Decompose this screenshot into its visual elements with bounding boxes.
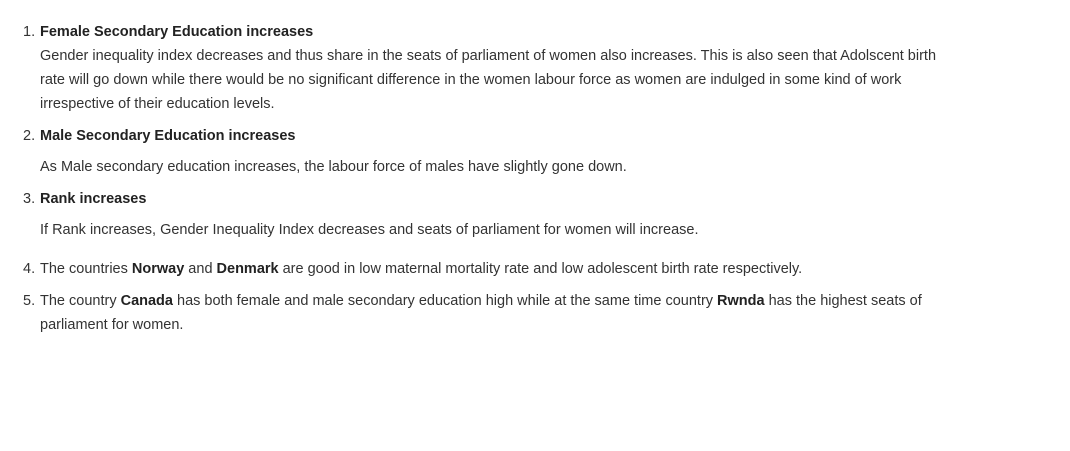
list-number: 5. [23, 293, 36, 309]
item-body: Gender inequality index decreases and th… [40, 48, 937, 112]
body-text: The country [40, 293, 121, 309]
list-number: 4. [23, 261, 36, 277]
item-heading: Male Secondary Education increases [40, 128, 296, 144]
body-text: has both female and male secondary educa… [172, 293, 718, 309]
item-body: If Rank increases, Gender Inequality Ind… [40, 222, 699, 238]
list-item: 3. Rank increases If Rank increases, Gen… [0, 187, 960, 242]
list-number: 1. [23, 24, 36, 40]
body-text: The countries [40, 261, 132, 277]
item-heading: Rank increases [40, 191, 147, 207]
list-number: 2. [23, 128, 36, 144]
item-body: The country Canada has both female and m… [40, 289, 960, 337]
country-name: Canada [120, 293, 173, 309]
body-text: are good in low maternal mortality rate … [278, 261, 803, 277]
item-heading: Female Secondary Education increases [40, 24, 314, 40]
list-item: 2. Male Secondary Education increases As… [0, 124, 960, 179]
country-name: Norway [131, 261, 185, 277]
findings-list: 1. Female Secondary Education increases … [0, 20, 960, 337]
body-text: has the highest seats of parliament for … [40, 293, 922, 333]
list-item: 1. Female Secondary Education increases … [0, 20, 960, 116]
item-body: As Male secondary education increases, t… [40, 159, 627, 175]
body-text: and [184, 261, 217, 277]
item-body: The countries Norway and Denmark are goo… [40, 257, 960, 281]
list-item: 4. The countries Norway and Denmark are … [0, 257, 960, 281]
country-name: Denmark [216, 261, 279, 277]
country-name: Rwnda [717, 293, 765, 309]
list-number: 3. [23, 191, 36, 207]
list-item: 5. The country Canada has both female an… [0, 289, 960, 337]
